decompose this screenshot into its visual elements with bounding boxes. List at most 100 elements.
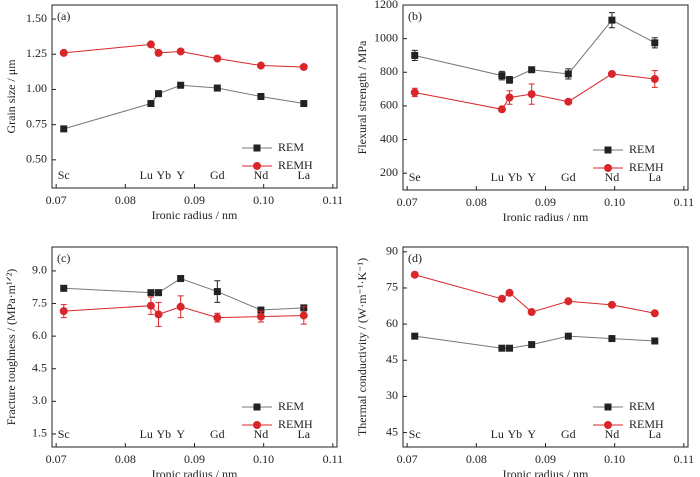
element-label: Gd — [561, 427, 576, 441]
x-tick-label: 0.07 — [46, 193, 67, 207]
x-tick-label: 0.08 — [115, 193, 136, 207]
x-tick-label: 0.11 — [674, 452, 695, 466]
legend-marker — [253, 144, 261, 152]
marker — [411, 51, 419, 59]
legend-marker — [604, 164, 612, 172]
y-tick-label: 4.5 — [32, 360, 47, 374]
y-tick-label: 3.0 — [32, 393, 47, 407]
y-tick-label: 1000 — [374, 30, 398, 44]
element-label: Yb — [508, 170, 523, 184]
marker — [650, 309, 659, 318]
element-label: Y — [527, 170, 536, 184]
marker — [155, 90, 163, 98]
y-tick-label: 30 — [386, 388, 398, 402]
y-tick-label: 1.5 — [32, 426, 47, 440]
element-label: Yb — [508, 427, 523, 441]
legend-label: REM — [629, 399, 655, 413]
marker — [564, 297, 573, 306]
marker — [59, 48, 68, 57]
y-tick-label: 400 — [380, 131, 398, 145]
element-label: Se — [409, 170, 421, 184]
y-tick-label: 45 — [386, 424, 398, 438]
marker — [650, 75, 659, 83]
marker — [505, 288, 514, 297]
element-label: Lu — [491, 427, 504, 441]
element-label: Sc — [58, 168, 70, 182]
y-tick-label: 200 — [380, 165, 398, 179]
x-tick-label: 0.10 — [253, 193, 274, 207]
element-label: La — [648, 170, 661, 184]
x-tick-label: 0.08 — [115, 452, 136, 466]
marker — [607, 69, 616, 78]
x-axis-label: Ironic radius / nm — [503, 210, 589, 224]
x-tick-label: 0.07 — [46, 452, 67, 466]
series-line — [63, 43, 304, 68]
x-tick-label: 0.07 — [397, 195, 418, 209]
element-label: La — [297, 427, 310, 441]
marker — [60, 284, 68, 292]
y-axis-label: Flexural strength / MPa — [355, 40, 369, 154]
y-tick-label: 600 — [380, 98, 398, 112]
x-tick-label: 0.11 — [323, 452, 344, 466]
legend-marker — [604, 146, 612, 154]
y-tick-label: 1.50 — [26, 11, 47, 25]
marker — [176, 302, 185, 311]
marker — [505, 93, 514, 102]
marker — [528, 341, 536, 349]
element-label: Sc — [409, 427, 421, 441]
marker — [213, 288, 221, 296]
legend-label: REMH — [278, 417, 313, 431]
marker — [257, 306, 265, 314]
element-label: Y — [176, 168, 185, 182]
x-axis-label: Ironic radius / nm — [503, 467, 589, 477]
panel-label: (a) — [57, 9, 70, 23]
marker — [497, 105, 506, 114]
y-tick-label: 1.25 — [26, 46, 47, 60]
marker — [497, 294, 506, 303]
x-tick-label: 0.11 — [323, 193, 344, 207]
series-line — [414, 274, 655, 314]
marker — [299, 311, 308, 320]
y-axis-label: Grain size / μm — [4, 59, 18, 134]
legend-label: REMH — [629, 160, 664, 174]
marker — [564, 70, 572, 78]
marker — [256, 312, 265, 321]
x-tick-label: 0.09 — [184, 452, 205, 466]
x-tick-label: 0.09 — [535, 452, 556, 466]
y-tick-label: 0.75 — [26, 116, 47, 130]
marker — [213, 84, 221, 92]
marker — [257, 93, 265, 100]
marker — [411, 332, 419, 340]
element-label: Nd — [254, 168, 269, 182]
y-tick-label: 60 — [386, 316, 398, 330]
element-label: Sc — [58, 427, 70, 441]
marker — [506, 344, 514, 352]
element-label: Yb — [157, 168, 172, 182]
marker — [410, 88, 419, 97]
panel-label: (d) — [408, 251, 422, 265]
marker — [410, 270, 419, 279]
series-line — [63, 84, 304, 130]
y-tick-label: 0.50 — [26, 152, 47, 166]
marker — [213, 54, 222, 63]
marker — [607, 300, 616, 309]
marker — [154, 48, 163, 57]
marker — [59, 307, 68, 316]
element-label: Nd — [605, 170, 620, 184]
element-label: Gd — [561, 170, 576, 184]
marker — [608, 335, 616, 343]
legend-marker — [253, 403, 261, 411]
y-tick-label: 6.0 — [32, 328, 47, 342]
marker — [506, 76, 514, 84]
legend-label: REM — [278, 399, 304, 413]
y-tick-label: 45 — [386, 352, 398, 366]
legend-marker — [253, 162, 261, 170]
y-tick-label: 1.00 — [26, 81, 47, 95]
legend-label: REM — [629, 142, 655, 156]
marker — [177, 275, 185, 283]
x-axis-label: Ironic radius / nm — [152, 208, 238, 222]
element-label: Y — [176, 427, 185, 441]
x-tick-label: 0.10 — [253, 452, 274, 466]
legend-marker — [604, 403, 612, 411]
